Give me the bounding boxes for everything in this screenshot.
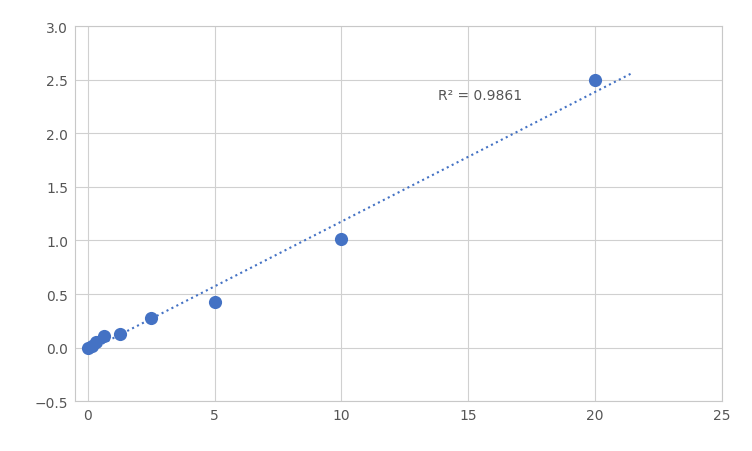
Point [208,298,220,305]
Point [82,344,94,351]
Point [89,339,102,346]
Point [145,314,157,322]
Point [114,331,126,338]
Point [335,236,347,244]
Point [86,342,98,350]
Point [589,77,601,84]
Text: R² = 0.9861: R² = 0.9861 [438,89,522,103]
Point [98,332,110,340]
